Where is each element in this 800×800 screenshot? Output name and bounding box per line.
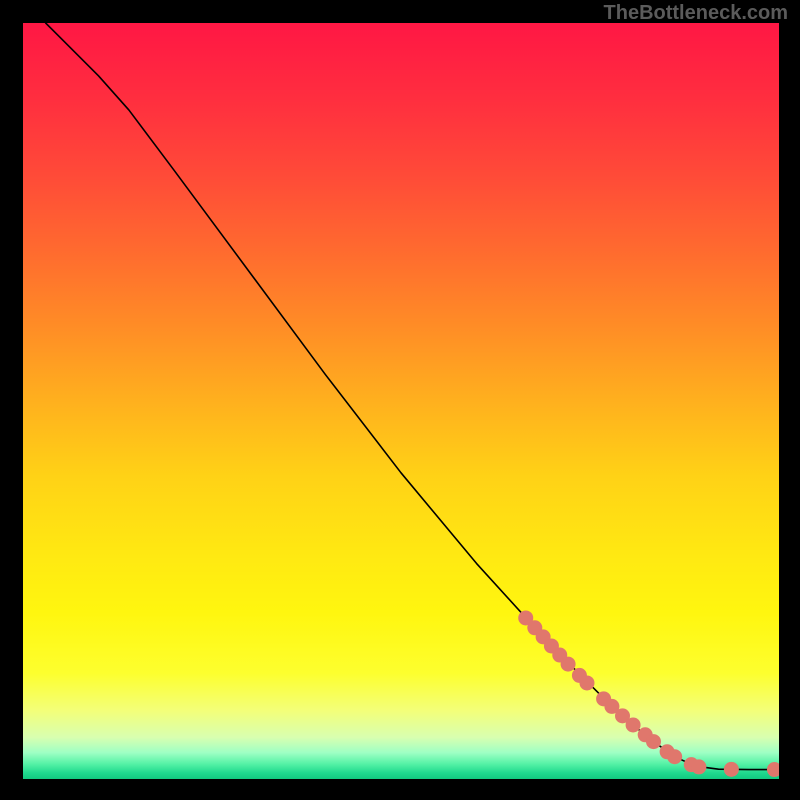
plot-area: [23, 23, 779, 779]
data-marker: [667, 749, 682, 764]
data-marker: [579, 675, 594, 690]
data-marker: [691, 759, 706, 774]
attribution-text: TheBottleneck.com: [604, 2, 788, 25]
data-marker: [561, 657, 576, 672]
gradient-background: [23, 23, 779, 779]
data-marker: [646, 734, 661, 749]
data-marker: [724, 762, 739, 777]
plot-svg: [23, 23, 779, 779]
figure-root: TheBottleneck.com: [0, 0, 800, 800]
data-marker: [626, 717, 641, 732]
